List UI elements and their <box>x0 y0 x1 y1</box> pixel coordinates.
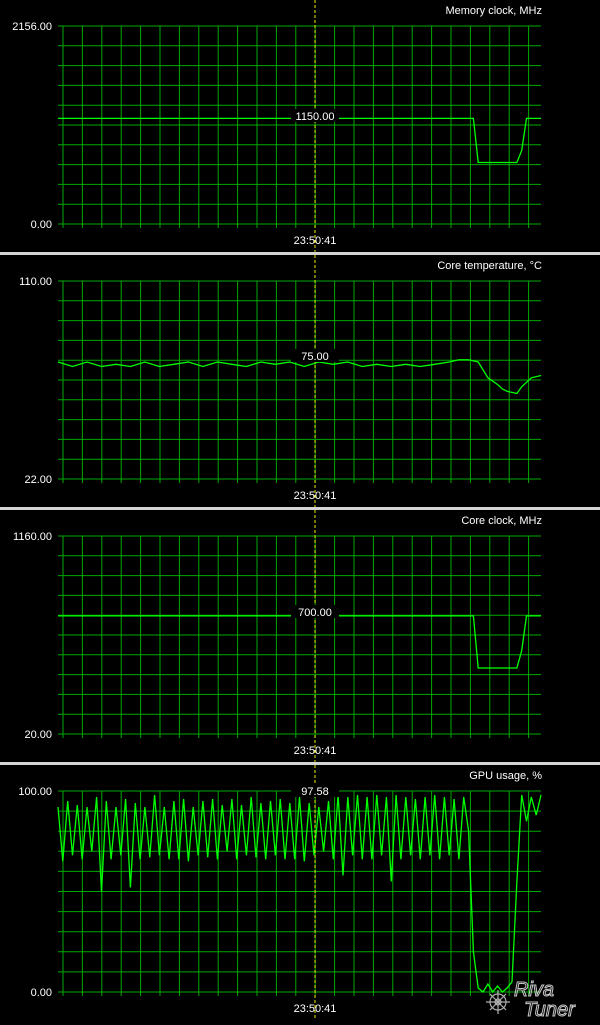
core-temperature-chart: 110.00 22.00 Core temperature, °C 75.00 23:5… <box>19 255 542 507</box>
y-min-label: 22.00 <box>24 474 52 486</box>
cursor-time-label: 23:50:41 <box>294 1003 337 1015</box>
series-line <box>57 794 542 994</box>
panel-separator <box>0 252 600 255</box>
cursor-value-background <box>291 349 339 362</box>
panel-separator <box>0 762 600 765</box>
y-max-label: 110.00 <box>19 276 52 288</box>
cursor-value-background <box>291 784 339 797</box>
panel-separator <box>0 507 600 510</box>
chart-title: Core temperature, °C <box>437 260 542 272</box>
memory-clock-chart: 2156.00 0.00 Memory clock, MHz 1150.00 23:50… <box>12 0 542 252</box>
cursor-time-label: 23:50:41 <box>294 235 337 247</box>
cursor-value-background <box>291 605 339 618</box>
y-min-label: 0.00 <box>31 219 52 231</box>
y-max-label: 100.00 <box>18 786 52 798</box>
y-min-label: 0.00 <box>31 987 52 999</box>
memory-clock-panel: 2156.00 0.00 Memory clock, MHz 1150.00 23:50… <box>0 0 600 252</box>
cursor-value-label: 97.58 <box>301 786 329 798</box>
chart-title: GPU usage, % <box>469 770 542 782</box>
rivatuner-logo: Riva Tuner <box>484 974 596 1022</box>
cursor-value-label: 700.00 <box>298 607 332 619</box>
cursor-time-label: 23:50:41 <box>294 490 337 502</box>
svg-text:Riva: Riva <box>514 979 554 1001</box>
series-line <box>57 359 542 395</box>
core-clock-panel: 1160.00 20.00 Core clock, MHz 700.00 23:50:4… <box>0 510 600 762</box>
core-clock-chart: 1160.00 20.00 Core clock, MHz 700.00 23:50:4… <box>13 510 542 762</box>
cursor-value-label: 75.00 <box>301 351 329 363</box>
cursor-value-background <box>291 109 339 122</box>
y-max-label: 1160.00 <box>13 531 52 543</box>
chart-title: Core clock, MHz <box>461 515 542 527</box>
svg-text:Tuner: Tuner <box>524 999 576 1020</box>
y-max-label: 2156.00 <box>12 21 52 33</box>
series-line <box>58 117 541 164</box>
chart-title: Memory clock, MHz <box>445 5 542 17</box>
cursor-value-label: 1150.00 <box>296 111 335 123</box>
y-min-label: 20.00 <box>24 729 52 741</box>
gpu-usage-chart: 100.00 0.00 GPU usage, % 97.58 23:50:41 <box>18 765 542 1020</box>
cursor-time-label: 23:50:41 <box>294 745 337 757</box>
series-line <box>58 615 541 669</box>
gpu-usage-panel: 100.00 0.00 GPU usage, % 97.58 23:50:41 <box>0 765 600 1020</box>
core-temperature-panel: 110.00 22.00 Core temperature, °C 75.00 23:5… <box>0 255 600 507</box>
